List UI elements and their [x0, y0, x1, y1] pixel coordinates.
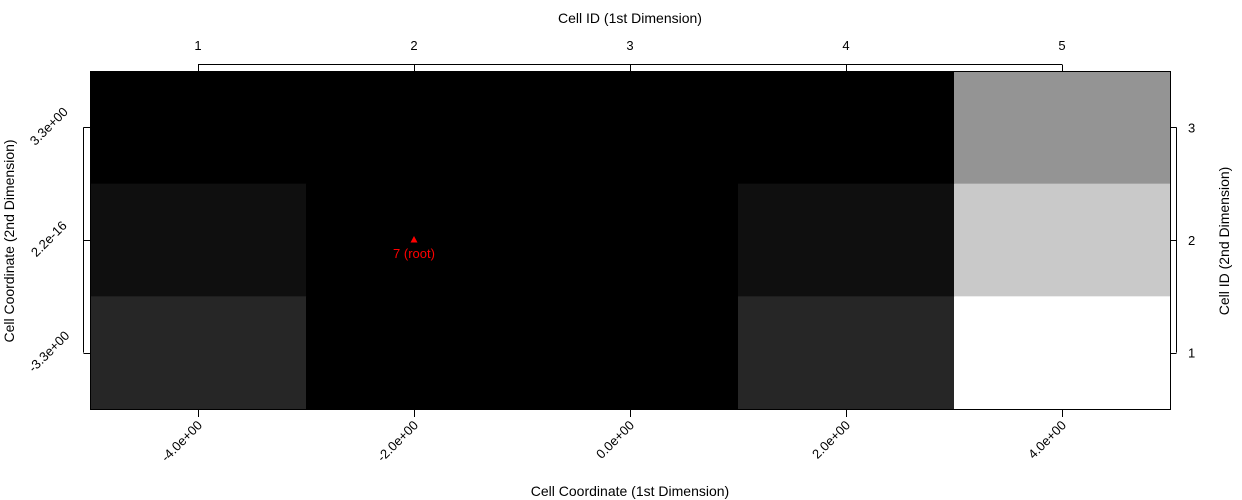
bottom-tick-label: -4.0e+00 [158, 418, 205, 465]
right-axis: 1 2 3 [1170, 120, 1195, 361]
top-tick-label: 4 [842, 38, 849, 53]
heatmap-cell-4-1 [738, 296, 955, 410]
right-tick-label: 2 [1188, 233, 1195, 248]
heatmap-cell-3-2 [522, 183, 739, 297]
bottom-tick-label: 2.0e+00 [809, 418, 853, 462]
right-tick-label: 1 [1188, 346, 1195, 361]
heatmap-cell-5-1 [954, 296, 1171, 410]
triangle-marker [410, 236, 418, 243]
heatmap-cell-5-3 [954, 71, 1171, 185]
heatmap-cell-3-3 [522, 71, 739, 185]
left-axis-title: Cell Coordinate (2nd Dimension) [1, 139, 17, 342]
heatmap-cell-4-2 [738, 183, 955, 297]
annotations: 7 (root) [393, 236, 435, 261]
top-tick-label: 2 [410, 38, 417, 53]
top-axis: 1 2 3 4 5 [194, 38, 1066, 71]
right-tick-label: 3 [1188, 120, 1195, 135]
left-tick-label: -3.3e+00 [25, 328, 72, 375]
bottom-tick-label: 4.0e+00 [1025, 418, 1069, 462]
top-tick-label: 1 [194, 38, 201, 53]
right-axis-title: Cell ID (2nd Dimension) [1216, 167, 1232, 316]
bottom-tick-label: 0.0e+00 [593, 418, 637, 462]
heatmap-cells [90, 71, 1171, 410]
heatmap-cell-5-2 [954, 183, 1171, 297]
heatmap-cell-2-1 [306, 296, 523, 410]
top-tick-label: 3 [626, 38, 633, 53]
heatmap-cell-1-2 [90, 183, 307, 297]
left-tick-label: 2.2e-16 [28, 218, 70, 260]
bottom-tick-label: -2.0e+00 [374, 418, 421, 465]
top-axis-title: Cell ID (1st Dimension) [558, 10, 702, 26]
bottom-axis: -4.0e+00 -2.0e+00 0.0e+00 2.0e+00 4.0e+00 [158, 409, 1069, 465]
heatmap-cell-1-3 [90, 71, 307, 185]
left-tick-label: 3.3e+00 [27, 104, 71, 148]
heatmap-cell-1-1 [90, 296, 307, 410]
top-tick-label: 5 [1058, 38, 1065, 53]
heatmap-cell-2-3 [306, 71, 523, 185]
bottom-axis-title: Cell Coordinate (1st Dimension) [531, 483, 729, 499]
annotation-label: 7 (root) [393, 246, 435, 261]
heatmap-cell-3-1 [522, 296, 739, 410]
heatmap-cell-4-3 [738, 71, 955, 185]
left-axis: -3.3e+00 2.2e-16 3.3e+00 [25, 104, 90, 375]
